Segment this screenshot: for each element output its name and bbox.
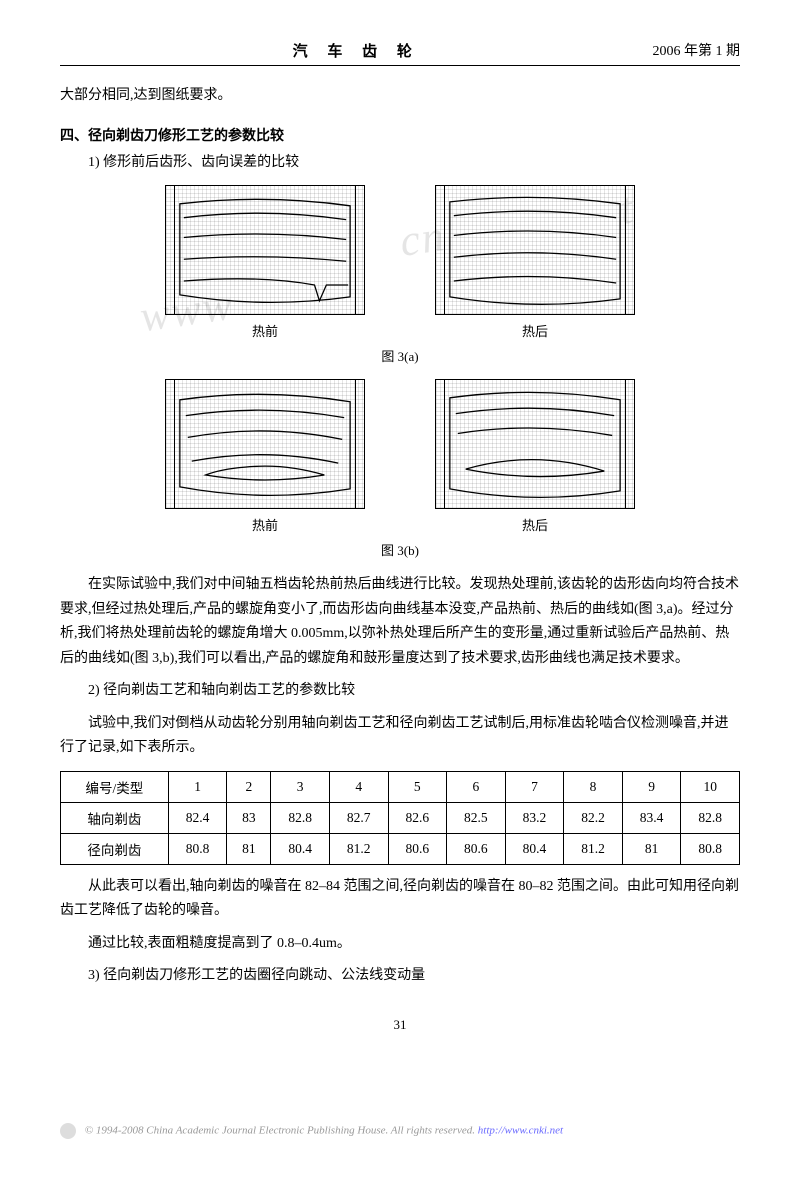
col: 2 [227,771,271,802]
figure-3a-row: 热前 热后 [60,185,740,340]
row-label: 轴向剃齿 [61,802,169,833]
footer-text: © 1994-2008 China Academic Journal Elect… [85,1124,478,1136]
noise-comparison-table: 编号/类型 1 2 3 4 5 6 7 8 9 10 轴向剃齿 82.4 83 … [60,771,740,865]
fig3b-before: 热前 [165,379,365,534]
col: 7 [505,771,564,802]
cell: 83.4 [622,802,681,833]
trace-panel [165,185,365,315]
cell: 81.2 [329,833,388,864]
footer-link[interactable]: http://www.cnki.net [478,1124,563,1136]
row-label: 径向剃齿 [61,833,169,864]
fig3a-after: 热后 [435,185,635,340]
fig3b-after: 热后 [435,379,635,534]
cell: 81 [227,833,271,864]
cell: 81 [622,833,681,864]
cell: 82.7 [329,802,388,833]
col: 3 [271,771,330,802]
item-3: 3) 径向剃齿刀修形工艺的齿圈径向跳动、公法线变动量 [60,964,740,989]
fig3a-before: 热前 [165,185,365,340]
cnki-logo-icon [60,1123,76,1139]
paragraph-test-desc: 试验中,我们对倒档从动齿轮分别用轴向剃齿工艺和径向剃齿工艺试制后,用标准齿轮啮合… [60,712,740,761]
section-4-heading: 四、径向剃齿刀修形工艺的参数比较 [60,125,740,145]
col: 9 [622,771,681,802]
cell: 82.2 [564,802,623,833]
cell: 80.4 [505,833,564,864]
cell: 80.8 [681,833,740,864]
cell: 80.6 [447,833,506,864]
trace-panel [435,185,635,315]
paragraph-table-analysis: 从此表可以看出,轴向剃齿的噪音在 82–84 范围之间,径向剃齿的噪音在 80–… [60,875,740,924]
cell: 82.8 [681,802,740,833]
cell: 80.6 [388,833,447,864]
cell: 83.2 [505,802,564,833]
cell: 82.6 [388,802,447,833]
col: 6 [447,771,506,802]
fig-label-before: 热前 [165,321,365,340]
paragraph-analysis: 在实际试验中,我们对中间轴五档齿轮热前热后曲线进行比较。发现热处理前,该齿轮的齿… [60,573,740,671]
trace-panel [165,379,365,509]
journal-title: 汽 车 齿 轮 [60,40,653,61]
table-head-label: 编号/类型 [61,771,169,802]
figure-3a-caption: 图 3(a) [60,346,740,365]
cell: 80.4 [271,833,330,864]
col: 10 [681,771,740,802]
table-row: 径向剃齿 80.8 81 80.4 81.2 80.6 80.6 80.4 81… [61,833,740,864]
col: 5 [388,771,447,802]
paragraph-roughness: 通过比较,表面粗糙度提高到了 0.8–0.4um。 [60,932,740,957]
cell: 80.8 [168,833,227,864]
paragraph-top: 大部分相同,达到图纸要求。 [60,84,740,109]
issue-label: 2006 年第 1 期 [653,40,741,61]
cell: 81.2 [564,833,623,864]
figure-3b-caption: 图 3(b) [60,540,740,559]
item-1: 1) 修形前后齿形、齿向误差的比较 [60,151,740,176]
cell: 83 [227,802,271,833]
cnki-footer: © 1994-2008 China Academic Journal Elect… [60,1123,740,1139]
cell: 82.5 [447,802,506,833]
table-header-row: 编号/类型 1 2 3 4 5 6 7 8 9 10 [61,771,740,802]
col: 1 [168,771,227,802]
fig-label-after: 热后 [435,515,635,534]
fig-label-after: 热后 [435,321,635,340]
item-2: 2) 径向剃齿工艺和轴向剃齿工艺的参数比较 [60,679,740,704]
fig-label-before: 热前 [165,515,365,534]
figure-3b-row: 热前 热后 [60,379,740,534]
cell: 82.8 [271,802,330,833]
col: 8 [564,771,623,802]
cell: 82.4 [168,802,227,833]
page-header: 汽 车 齿 轮 2006 年第 1 期 [60,40,740,66]
table-row: 轴向剃齿 82.4 83 82.8 82.7 82.6 82.5 83.2 82… [61,802,740,833]
page-number: 31 [60,1017,740,1033]
trace-panel [435,379,635,509]
col: 4 [329,771,388,802]
